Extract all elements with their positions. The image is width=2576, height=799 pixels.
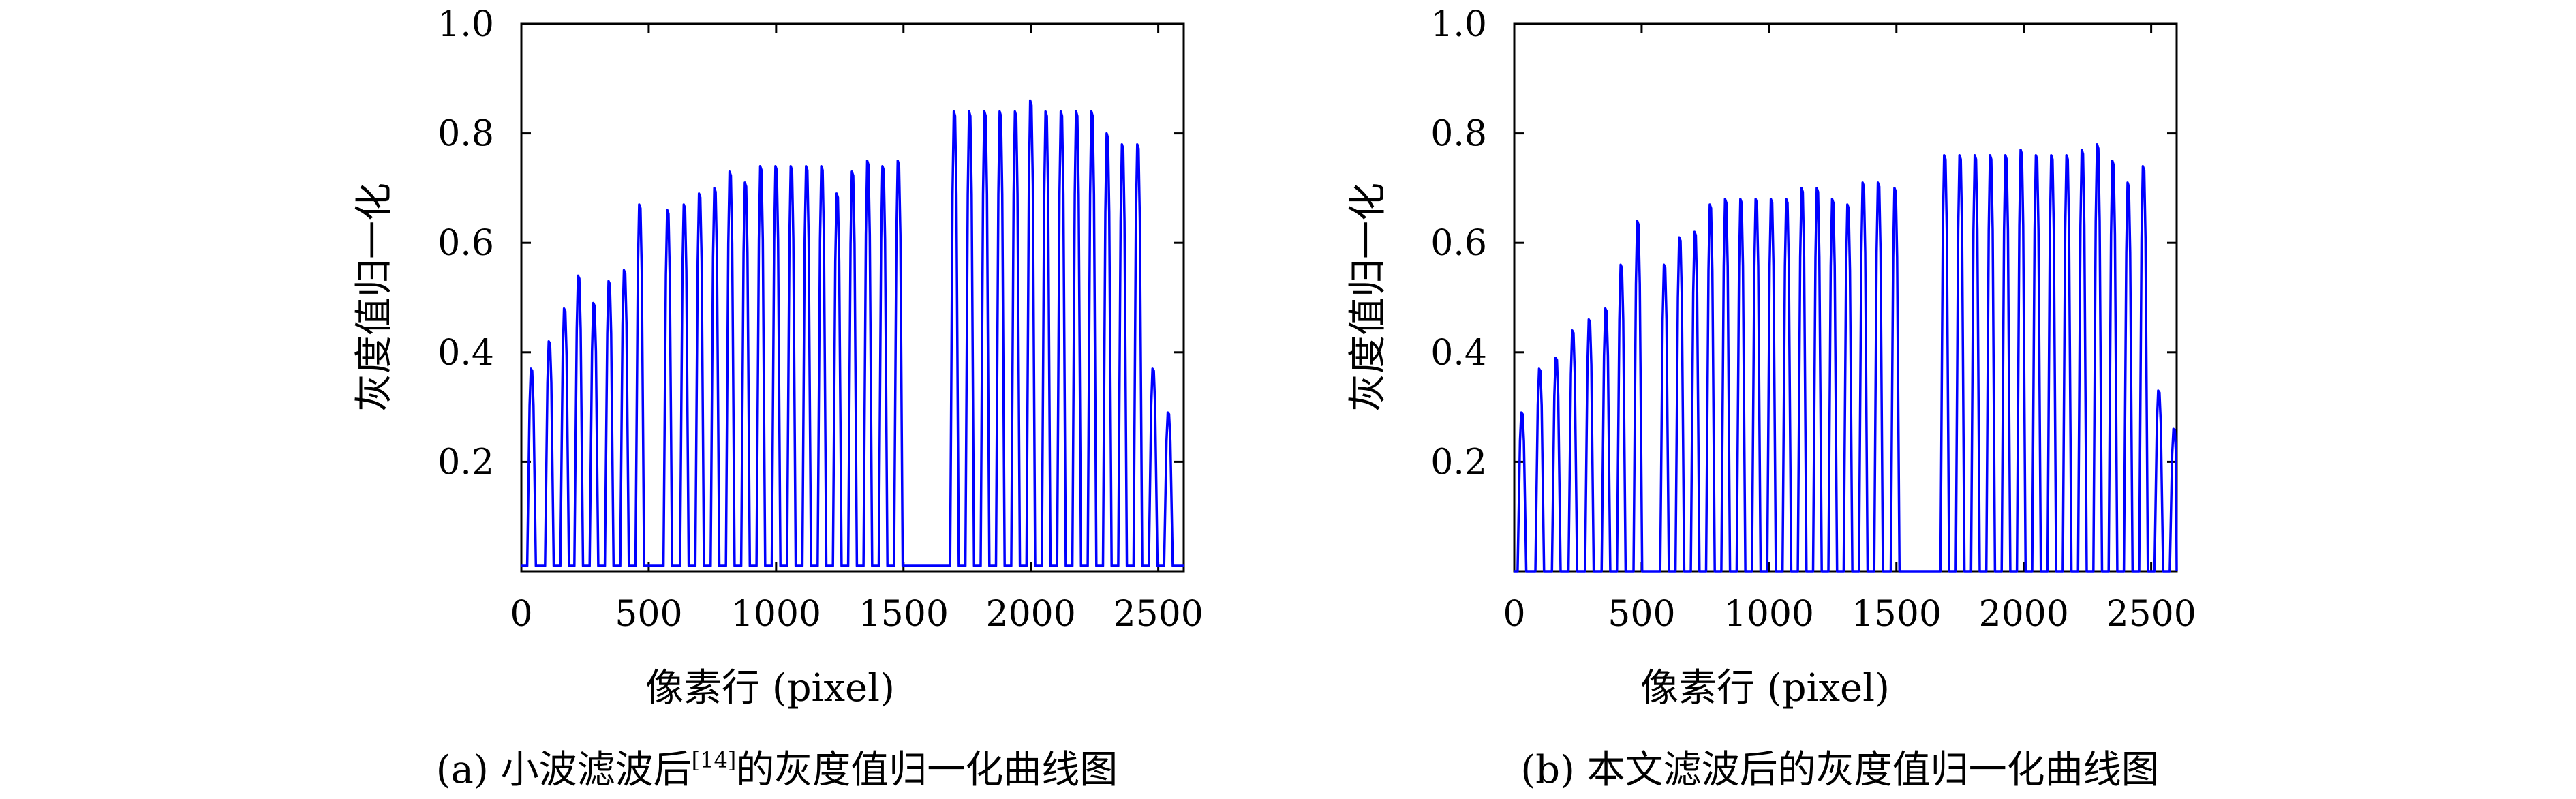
caption-a-ref: [14]: [692, 747, 737, 773]
x-axis-label-b: 像素行 (pixel): [1640, 666, 1890, 710]
x-tick-label: 1500: [1852, 594, 1942, 635]
plot-frame-b: [1513, 22, 2178, 573]
x-tick-label: 500: [615, 594, 682, 635]
x-axis-label-a: 像素行 (pixel): [645, 666, 895, 710]
series-group-a: [521, 99, 1184, 567]
y-tick-label: 0.6: [438, 223, 494, 264]
x-tick-label: 0: [1503, 594, 1525, 635]
series-line-a: [521, 99, 1184, 567]
series-group-b: [1514, 142, 2178, 573]
x-tick-label: 2000: [1979, 594, 2069, 635]
x-tick-label: 1500: [859, 594, 949, 635]
tick-group-a: [520, 22, 1184, 571]
y-tick-label: 0.2: [1430, 442, 1487, 483]
x-tick-label: 2000: [986, 594, 1076, 635]
tick-label-group-b: 0 500 1000 1500 2000 2500 0.2 0.4 0.6 0.8 1.0: [1430, 4, 2196, 635]
y-tick-label: 0.4: [1430, 333, 1487, 374]
x-tick-label: 500: [1608, 594, 1675, 635]
series-line-b: [1514, 142, 2178, 573]
y-tick-label: 1.0: [1430, 4, 1487, 45]
y-tick-label: 0.8: [438, 114, 494, 155]
tick-label-group-a: 0 500 1000 1500 2000 2500 0.2 0.4 0.6 0.8 1.0: [438, 4, 1203, 635]
y-tick-label: 0.2: [438, 442, 494, 483]
chart-panel-a: 0 500 1000 1500 2000 2500 0.2 0.4 0.6 0.8 1.0 灰度值归…: [352, 4, 1203, 792]
y-axis-label-b: 灰度值归一化: [1346, 183, 1390, 412]
y-tick-label: 1.0: [438, 4, 494, 45]
x-tick-label: 2500: [2106, 594, 2196, 635]
caption-a-suffix: 的灰度值归一化曲线图: [736, 748, 1118, 792]
x-tick-label: 1000: [731, 594, 821, 635]
plot-frame-a: [520, 22, 1185, 573]
caption-a-prefix: (a) 小波滤波后: [436, 748, 692, 792]
x-tick-label: 0: [510, 594, 532, 635]
caption-b-prefix: (b) 本文滤波后的灰度值归一化曲线图: [1520, 748, 2159, 792]
y-tick-label: 0.4: [438, 333, 494, 374]
chart-panel-b: 0 500 1000 1500 2000 2500 0.2 0.4 0.6 0.8 1.0 灰度值归…: [1346, 4, 2196, 792]
y-tick-label: 0.8: [1430, 114, 1487, 155]
caption-a: (a) 小波滤波后[14]的灰度值归一化曲线图: [436, 747, 1118, 792]
y-tick-label: 0.6: [1430, 223, 1487, 264]
y-axis-label-a: 灰度值归一化: [352, 183, 397, 412]
x-tick-label: 1000: [1724, 594, 1814, 635]
caption-b: (b) 本文滤波后的灰度值归一化曲线图: [1520, 748, 2159, 792]
x-tick-label: 2500: [1113, 594, 1203, 635]
